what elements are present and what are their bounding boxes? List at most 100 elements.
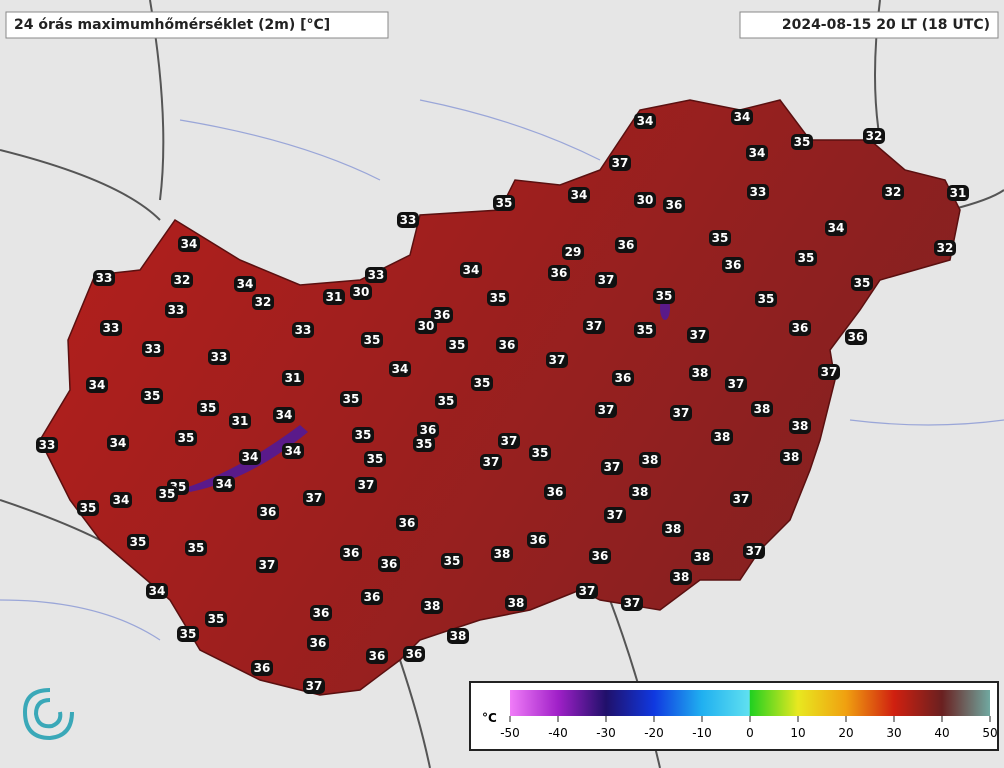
station-marker	[397, 212, 419, 228]
station-value: 34	[149, 584, 166, 598]
station-marker	[282, 443, 304, 459]
colorbar-tick-label: 50	[982, 726, 997, 740]
station-value: 30	[637, 193, 654, 207]
station-value: 33	[103, 321, 120, 335]
station-value: 34	[216, 477, 233, 491]
station-value: 36	[310, 636, 327, 650]
station-marker	[361, 332, 383, 348]
station-marker	[307, 635, 329, 651]
station-value: 37	[728, 377, 745, 391]
station-marker	[653, 288, 675, 304]
station-marker	[252, 294, 274, 310]
station-value: 38	[508, 596, 525, 610]
station-value: 36	[343, 546, 360, 560]
station-value: 36	[369, 649, 386, 663]
station-marker	[446, 337, 468, 353]
station-marker	[257, 504, 279, 520]
station-value: 37	[604, 460, 621, 474]
valid-time: 2024-08-15 20 LT (18 UTC)	[782, 17, 990, 33]
station-value: 35	[798, 251, 815, 265]
station-value: 37	[549, 353, 566, 367]
station-marker	[441, 553, 463, 569]
station-marker	[417, 422, 439, 438]
station-marker	[142, 341, 164, 357]
station-marker	[670, 405, 692, 421]
station-value: 37	[624, 596, 641, 610]
station-value: 35	[130, 535, 147, 549]
station-value: 34	[237, 277, 254, 291]
station-value: 35	[854, 276, 871, 290]
station-value: 38	[450, 629, 467, 643]
station-value: 33	[39, 438, 56, 452]
station-marker	[670, 569, 692, 585]
colorbar-tick-label: -20	[644, 726, 664, 740]
station-marker	[365, 267, 387, 283]
station-marker	[934, 240, 956, 256]
station-value: 34	[89, 378, 106, 392]
station-marker	[303, 490, 325, 506]
station-marker	[621, 595, 643, 611]
station-marker	[273, 407, 295, 423]
colorbar-tick-label: -50	[500, 726, 520, 740]
colorbar-tick-label: 30	[886, 726, 901, 740]
station-value: 34	[463, 263, 480, 277]
station-marker	[731, 109, 753, 125]
station-value: 35	[80, 501, 97, 515]
station-value: 32	[255, 295, 272, 309]
station-marker	[568, 187, 590, 203]
station-value: 38	[424, 599, 441, 613]
station-marker	[548, 265, 570, 281]
station-marker	[36, 437, 58, 453]
station-value: 37	[501, 434, 518, 448]
station-value: 33	[750, 185, 767, 199]
station-value: 35	[200, 401, 217, 415]
station-marker	[86, 377, 108, 393]
station-value: 30	[418, 319, 435, 333]
station-marker	[634, 322, 656, 338]
station-marker	[529, 445, 551, 461]
station-value: 35	[188, 541, 205, 555]
station-marker	[171, 272, 193, 288]
station-value: 32	[866, 129, 883, 143]
station-value: 34	[828, 221, 845, 235]
station-marker	[725, 376, 747, 392]
station-value: 38	[632, 485, 649, 499]
station-value: 38	[665, 522, 682, 536]
station-value: 35	[438, 394, 455, 408]
station-marker	[746, 145, 768, 161]
station-marker	[730, 491, 752, 507]
station-marker	[825, 220, 847, 236]
colorbar-tick-label: -40	[548, 726, 568, 740]
station-value: 36	[420, 423, 437, 437]
title-box	[5, 11, 389, 39]
station-value: 35	[637, 323, 654, 337]
station-marker	[239, 449, 261, 465]
station-marker	[366, 648, 388, 664]
station-value: 36	[725, 258, 742, 272]
station-value: 36	[499, 338, 516, 352]
station-value: 36	[313, 606, 330, 620]
colorbar-tick-label: 40	[934, 726, 949, 740]
station-marker	[615, 237, 637, 253]
station-value: 37	[579, 584, 596, 598]
station-marker	[663, 197, 685, 213]
station-marker	[629, 484, 651, 500]
station-value: 35	[208, 612, 225, 626]
station-marker	[498, 433, 520, 449]
station-value: 29	[565, 245, 582, 259]
station-value: 37	[673, 406, 690, 420]
station-value: 35	[496, 196, 513, 210]
station-marker	[882, 184, 904, 200]
station-marker	[340, 545, 362, 561]
station-value: 35	[159, 487, 176, 501]
station-value: 33	[145, 342, 162, 356]
station-marker	[612, 370, 634, 386]
station-value: 35	[449, 338, 466, 352]
station-marker	[689, 365, 711, 381]
station-value: 38	[494, 547, 511, 561]
station-value: 38	[642, 453, 659, 467]
station-marker	[505, 595, 527, 611]
station-value: 35	[656, 289, 673, 303]
station-marker	[947, 185, 969, 201]
station-marker	[789, 320, 811, 336]
